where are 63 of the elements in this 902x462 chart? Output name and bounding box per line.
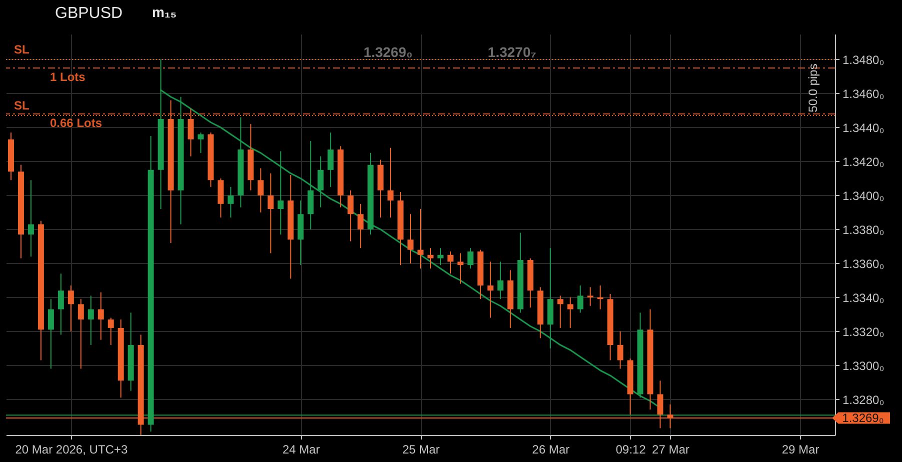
candlestick xyxy=(617,330,624,370)
annotation: 1.3269₀ xyxy=(363,44,413,60)
y-tick-label: 1.3480₀ xyxy=(842,52,884,67)
ref-line-label: 1.3269₀ xyxy=(842,411,884,426)
ref-line-label: 0.66 Lots xyxy=(50,116,102,130)
y-tick-label: 1.3380₀ xyxy=(842,222,884,237)
candlestick xyxy=(577,284,584,314)
x-tick-label: 20 Mar 2026, UTC+3 xyxy=(15,442,128,456)
ref-line-label: SL xyxy=(14,98,30,113)
candlestick xyxy=(567,296,574,328)
y-tick-label: 1.3460₀ xyxy=(842,86,884,101)
y-tick-label: 1.3440₀ xyxy=(842,120,884,135)
y-tick-label: 1.3400₀ xyxy=(842,188,884,203)
x-tick-label: 25 Mar xyxy=(402,442,440,456)
candlestick xyxy=(58,273,64,336)
candlestick xyxy=(358,203,364,249)
candlestick xyxy=(48,298,54,370)
y-tick-label: 1.3360₀ xyxy=(842,256,884,271)
y-tick-label: 1.3320₀ xyxy=(842,324,884,339)
candlestick xyxy=(467,248,474,269)
candlestick xyxy=(78,298,84,370)
ref-line-label: 1 Lots xyxy=(50,70,86,84)
x-tick-label: 27 Mar xyxy=(652,442,690,456)
candlestick xyxy=(228,186,234,218)
y-tick-label: 1.3280₀ xyxy=(842,392,884,407)
candlestick xyxy=(268,172,274,254)
candlestick xyxy=(328,132,334,188)
candlestick xyxy=(418,208,424,269)
ref-line-label: SL xyxy=(14,42,30,56)
candlestick xyxy=(278,150,284,235)
candlestick xyxy=(28,180,34,258)
annotation: 1.3270₇ xyxy=(488,44,536,60)
candlestick xyxy=(88,295,94,346)
candlestick xyxy=(308,140,314,230)
candlestick xyxy=(587,286,594,306)
candlestick xyxy=(68,284,74,332)
y-tick-label: 1.3300₀ xyxy=(842,358,884,373)
y-tick-label: 1.3340₀ xyxy=(842,290,884,305)
candlestick xyxy=(447,250,454,274)
candlestick xyxy=(188,108,194,157)
candlestick xyxy=(427,248,434,269)
candlestick xyxy=(348,190,354,242)
candlestick xyxy=(258,168,264,213)
x-tick-label: 29 Mar xyxy=(782,442,820,456)
candlestick xyxy=(218,178,224,218)
chart-title: GBPUSD xyxy=(55,5,123,22)
candlestick xyxy=(437,248,444,266)
x-tick-label: 24 Mar xyxy=(282,442,320,456)
candlestick xyxy=(318,156,324,208)
y-tick-label: 1.3420₀ xyxy=(842,154,884,169)
candlestick xyxy=(487,261,494,318)
candlestick xyxy=(98,292,104,340)
candlestick xyxy=(457,252,464,284)
candlestick xyxy=(108,317,114,346)
candlestick xyxy=(557,295,564,328)
x-tick-label: 26 Mar xyxy=(532,442,570,456)
chart-subtitle: m₁₅ xyxy=(152,4,177,20)
candlestick xyxy=(408,214,414,264)
annotation: 50.0 pips xyxy=(806,64,820,112)
x-tick-label: 09:12 xyxy=(616,442,646,456)
candlestick xyxy=(497,261,504,300)
candlestick xyxy=(198,132,204,154)
candlestick xyxy=(388,147,394,218)
